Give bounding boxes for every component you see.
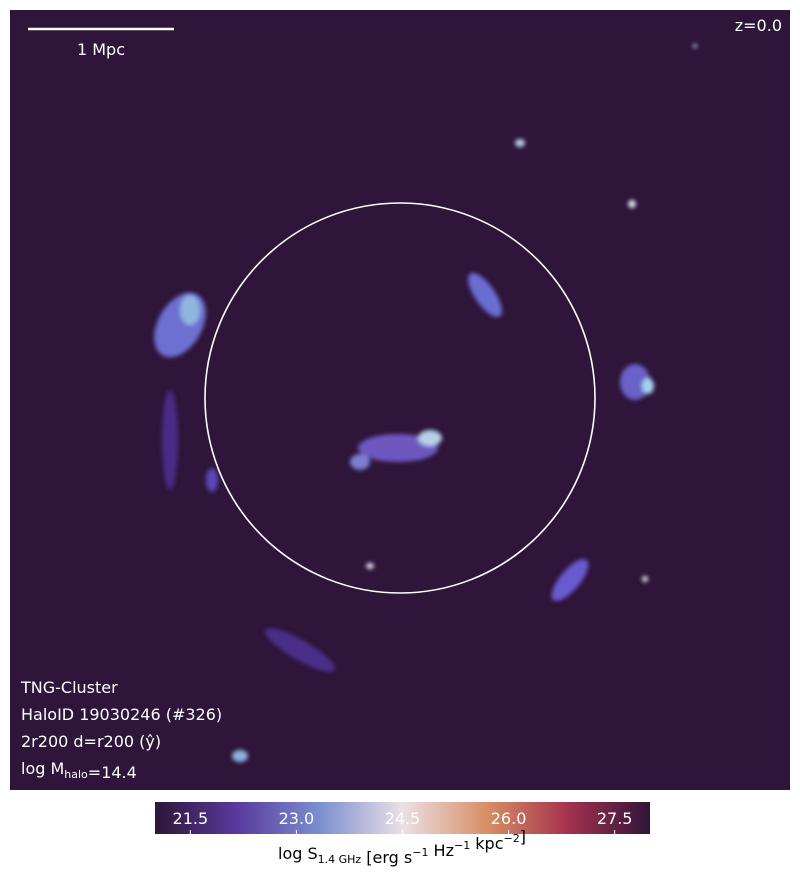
redshift: z=0.0: [735, 16, 782, 35]
colorbar-tick-label: 21.5: [173, 809, 209, 828]
text-part: 2r200 d=r200 (ŷ): [21, 732, 161, 751]
colorbar-tick-label: 24.5: [385, 809, 421, 828]
colorbar-ticks: 21.5 23.0 24.5 26.0 27.5: [173, 809, 633, 834]
text-part: kpc: [470, 834, 503, 853]
info-line: log Mhalo=14.4: [21, 759, 137, 782]
colorbar-label: log S1.4 GHz [erg s−1 Hz−1 kpc−2]: [278, 827, 526, 867]
superscript: −1: [412, 846, 428, 859]
r200-circle: [204, 202, 596, 594]
colorbar-tick-label: 26.0: [491, 809, 527, 828]
info-line: TNG-Cluster: [20, 678, 118, 697]
text-part: =14.4: [88, 763, 137, 782]
text-part: TNG-Cluster: [20, 678, 118, 697]
text-part: [erg s: [361, 848, 412, 867]
text-part: ]: [520, 827, 526, 846]
text-part: log S: [278, 844, 318, 863]
scale-bar-label: 1 Mpc: [77, 40, 125, 59]
info-labels: TNG-Cluster HaloID 19030246 (#326) 2r200 d…: [20, 678, 222, 782]
superscript: −1: [454, 839, 470, 852]
info-line: 2r200 d=r200 (ŷ): [21, 732, 161, 751]
info-line: HaloID 19030246 (#326): [21, 705, 222, 724]
colorbar-tick-label: 23.0: [279, 809, 315, 828]
colorbar: [155, 802, 650, 834]
text-part: log M: [21, 759, 64, 778]
text-part: Hz: [428, 841, 454, 860]
map-background: [10, 10, 790, 790]
colorbar-tick-label: 27.5: [597, 809, 633, 828]
text-part: HaloID 19030246 (#326): [21, 705, 222, 724]
emission: [154, 44, 697, 762]
subscript: halo: [64, 768, 88, 781]
subscript: 1.4 GHz: [318, 853, 362, 866]
superscript: −2: [504, 832, 520, 845]
